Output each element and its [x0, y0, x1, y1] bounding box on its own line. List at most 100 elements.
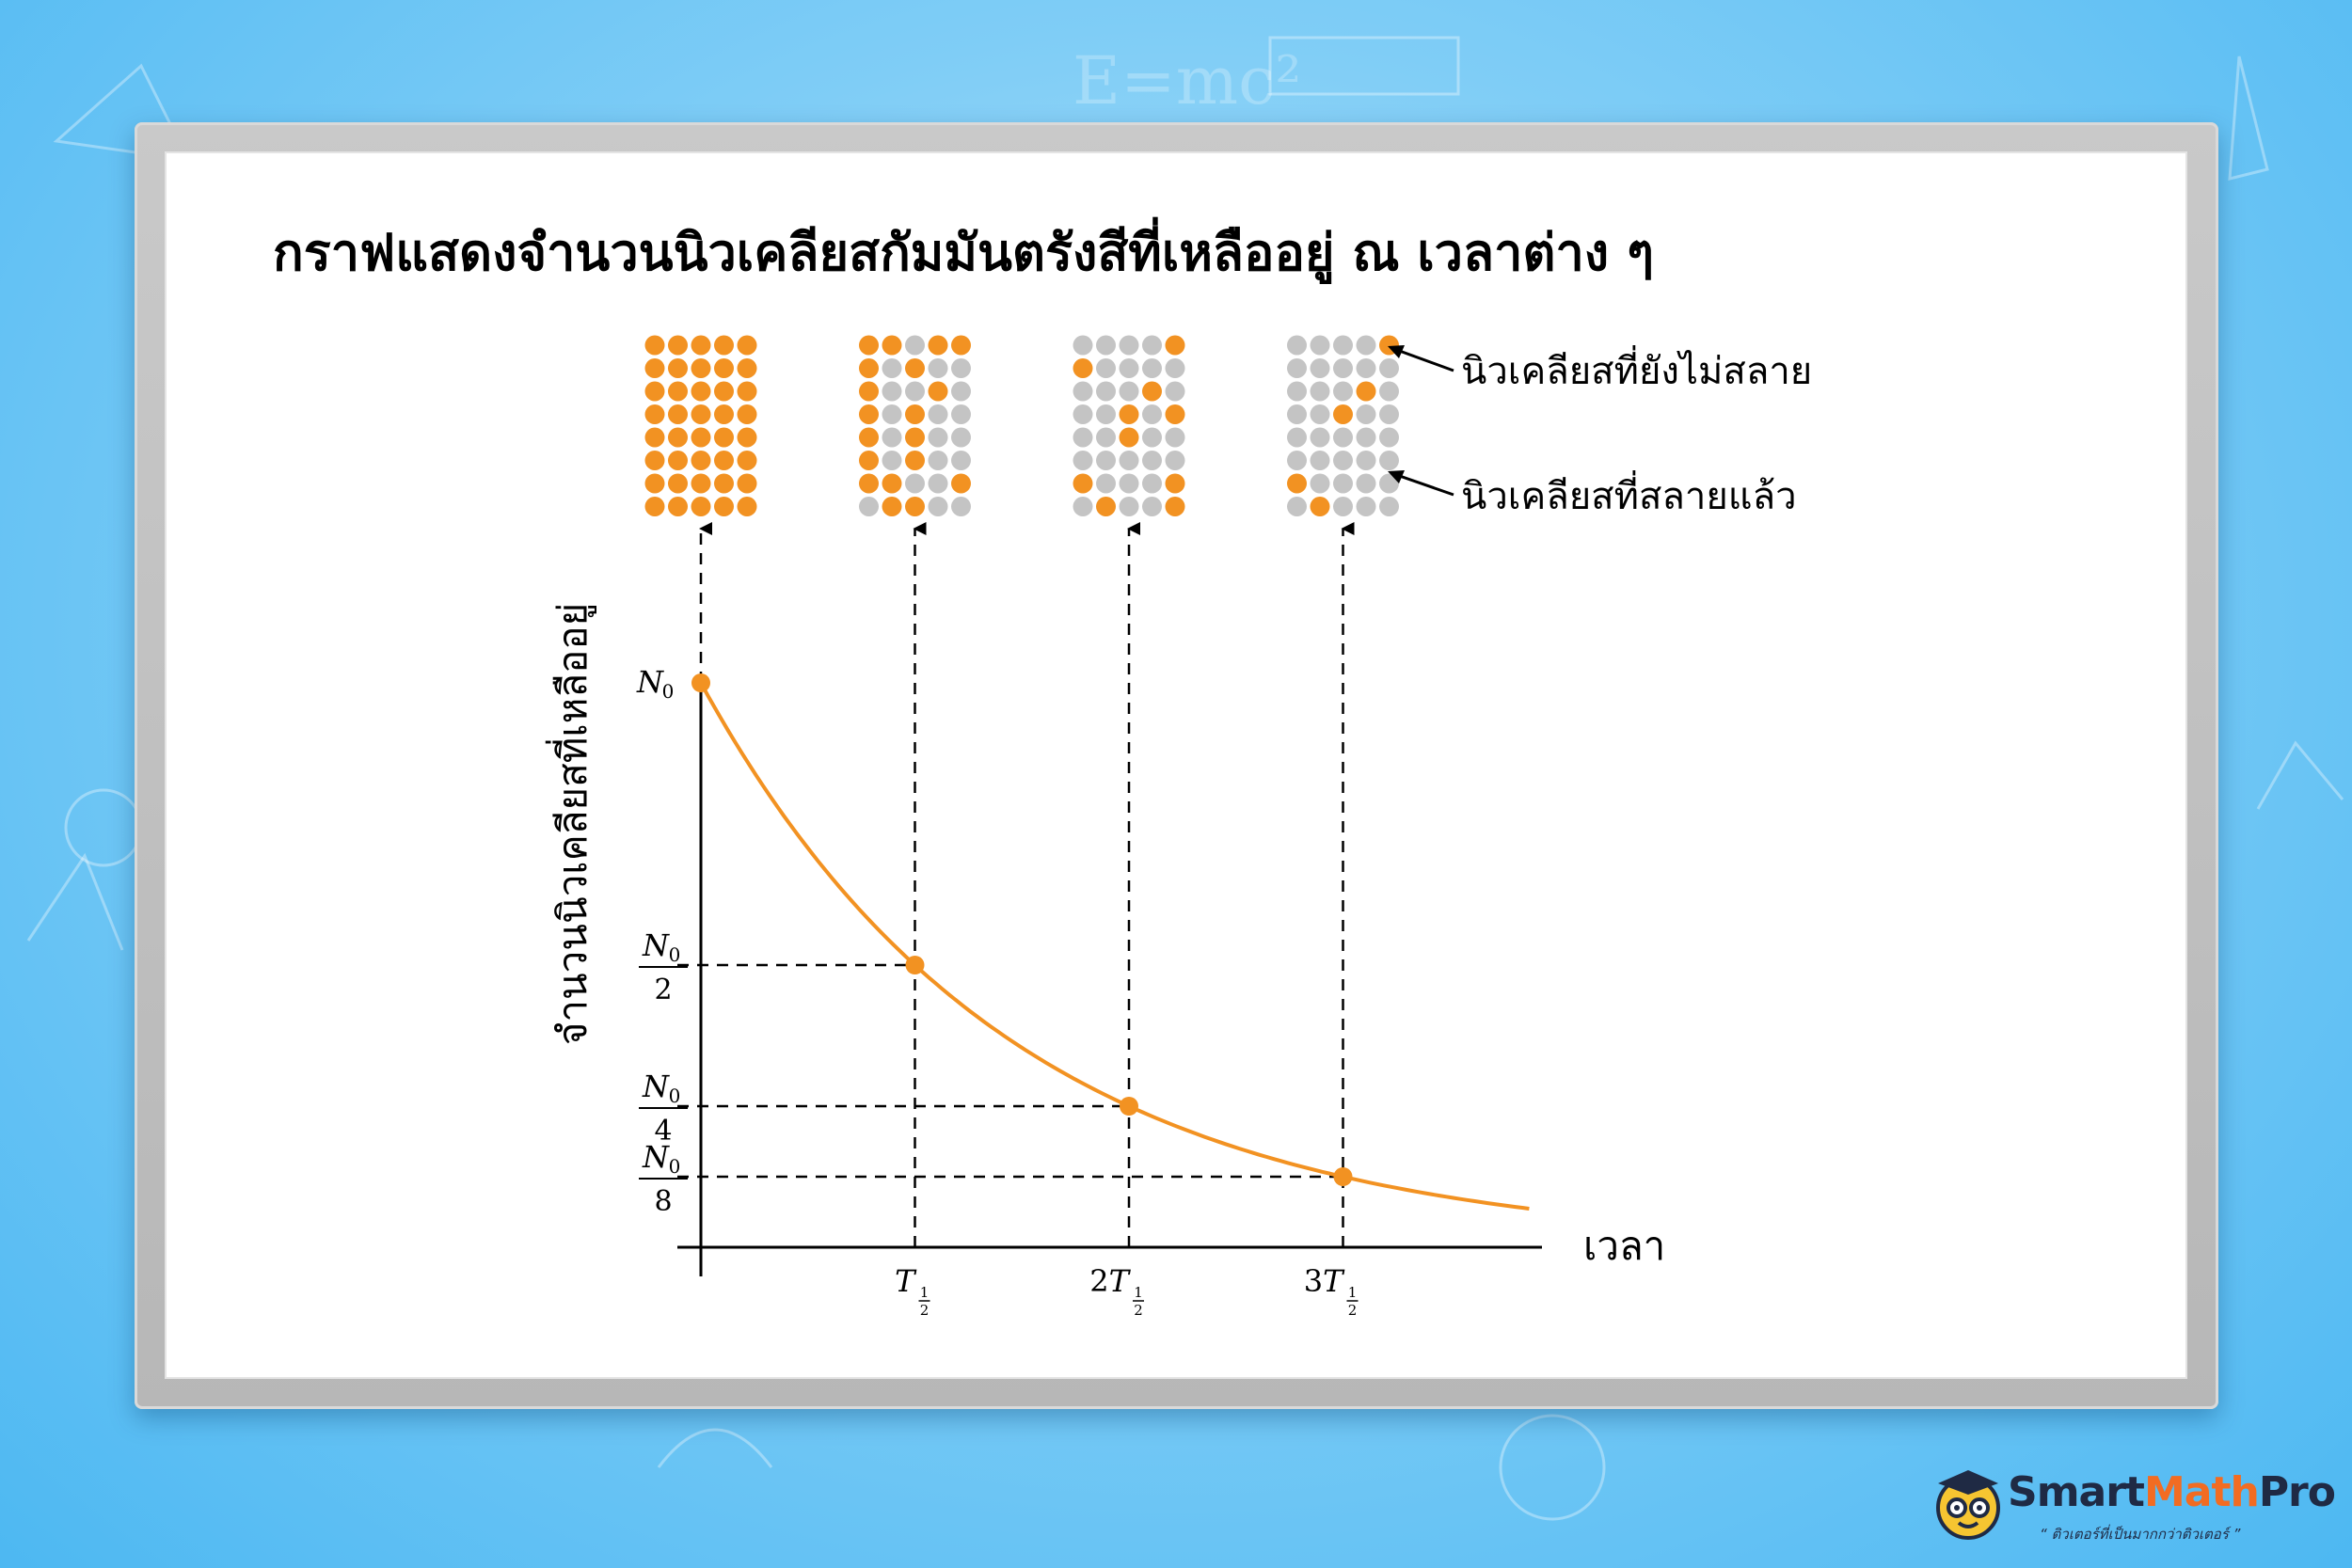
- decayed-nucleus-dot: [1356, 497, 1376, 516]
- decayed-nucleus-dot: [1356, 404, 1376, 424]
- y-tick-denominator: 8: [654, 1185, 672, 1218]
- undecayed-nucleus-dot: [951, 335, 971, 356]
- x-tick-label: T: [895, 1263, 917, 1299]
- decayed-nucleus-dot: [1310, 358, 1330, 378]
- legend-undecayed-arrowhead: [1388, 345, 1405, 358]
- decayed-nucleus-dot: [1333, 451, 1353, 470]
- dot-grid-3: [1287, 335, 1399, 516]
- decayed-nucleus-dot: [1096, 358, 1116, 378]
- data-points: [691, 673, 1353, 1186]
- decayed-nucleus-dot: [1333, 381, 1353, 402]
- decayed-nucleus-dot: [1165, 451, 1185, 470]
- y-tick-3: N 0 8: [639, 1139, 688, 1218]
- undecayed-nucleus-dot: [714, 404, 734, 424]
- undecayed-nucleus-dot: [714, 497, 734, 516]
- decayed-nucleus-dot: [882, 427, 902, 448]
- decayed-nucleus-dot: [905, 335, 925, 356]
- y-tick-numerator: N: [642, 927, 670, 963]
- undecayed-nucleus-dot: [1165, 497, 1185, 516]
- undecayed-nucleus-dot: [1073, 358, 1093, 378]
- undecayed-nucleus-dot: [859, 358, 879, 378]
- decayed-nucleus-dot: [1165, 427, 1185, 448]
- undecayed-nucleus-dot: [905, 358, 925, 378]
- decayed-nucleus-dot: [1142, 497, 1162, 516]
- x-tick-sub-numerator: 1: [1134, 1284, 1143, 1301]
- decayed-nucleus-dot: [1073, 381, 1093, 402]
- decayed-nucleus-dot: [1356, 335, 1376, 356]
- x-tick-2: 3T 12: [1304, 1263, 1359, 1319]
- undecayed-nucleus-dot: [714, 473, 734, 494]
- undecayed-nucleus-dot: [1096, 497, 1116, 516]
- decayed-nucleus-dot: [1310, 381, 1330, 402]
- undecayed-nucleus-dot: [644, 358, 665, 378]
- brand-logo: SmartMathPro “ ติวเตอร์ที่เป็นมากกว่าติว…: [1929, 1463, 2336, 1557]
- y-tick-2: N 0 4: [639, 1069, 688, 1148]
- decayed-nucleus-dot: [1073, 497, 1093, 516]
- undecayed-nucleus-dot: [1142, 381, 1162, 402]
- axes: [677, 683, 1542, 1276]
- undecayed-nucleus-dot: [644, 473, 665, 494]
- x-tick-sub-denominator: 2: [1348, 1302, 1358, 1319]
- decayed-nucleus-dot: [1096, 381, 1116, 402]
- decayed-nucleus-dot: [1165, 381, 1185, 402]
- undecayed-nucleus-dot: [691, 427, 711, 448]
- undecayed-nucleus-dot: [714, 358, 734, 378]
- undecayed-nucleus-dot: [1310, 497, 1330, 516]
- decayed-nucleus-dot: [1333, 358, 1353, 378]
- decayed-nucleus-dot: [1165, 358, 1185, 378]
- decayed-nucleus-dot: [1356, 427, 1376, 448]
- decayed-nucleus-dot: [1287, 427, 1307, 448]
- decayed-nucleus-dot: [1287, 497, 1307, 516]
- undecayed-nucleus-dot: [737, 358, 757, 378]
- undecayed-nucleus-dot: [714, 451, 734, 470]
- decayed-nucleus-dot: [1287, 404, 1307, 424]
- legend-decayed-label: นิวเคลียสที่สลายแล้ว: [1461, 470, 1797, 518]
- decayed-nucleus-dot: [1333, 427, 1353, 448]
- decayed-nucleus-dot: [882, 451, 902, 470]
- undecayed-nucleus-dot: [1073, 473, 1093, 494]
- dot-grid-0: [644, 335, 757, 516]
- undecayed-nucleus-dot: [644, 404, 665, 424]
- undecayed-nucleus-dot: [691, 404, 711, 424]
- decayed-nucleus-dot: [1073, 404, 1093, 424]
- decayed-nucleus-dot: [951, 497, 971, 516]
- decayed-nucleus-dot: [1356, 451, 1376, 470]
- decayed-nucleus-dot: [928, 473, 948, 494]
- dot-grid-1: [859, 335, 971, 516]
- decayed-nucleus-dot: [951, 427, 971, 448]
- undecayed-nucleus-dot: [644, 335, 665, 356]
- undecayed-nucleus-dot: [644, 427, 665, 448]
- decayed-nucleus-dot: [1073, 451, 1093, 470]
- undecayed-nucleus-dot: [1356, 381, 1376, 402]
- decayed-nucleus-dot: [1379, 427, 1399, 448]
- undecayed-nucleus-dot: [668, 381, 688, 402]
- decayed-nucleus-dot: [928, 451, 948, 470]
- decayed-nucleus-dot: [1073, 335, 1093, 356]
- decayed-nucleus-dot: [928, 358, 948, 378]
- brand-name: SmartMathPro: [2008, 1468, 2336, 1516]
- undecayed-nucleus-dot: [859, 404, 879, 424]
- decayed-nucleus-dot: [905, 381, 925, 402]
- y-tick-subscript: 0: [669, 1085, 681, 1107]
- decayed-nucleus-dot: [1119, 473, 1139, 494]
- decayed-nucleus-dot: [1096, 335, 1116, 356]
- decayed-nucleus-dot: [1142, 335, 1162, 356]
- undecayed-nucleus-dot: [1333, 404, 1353, 424]
- decayed-nucleus-dot: [1379, 497, 1399, 516]
- undecayed-nucleus-dot: [905, 497, 925, 516]
- undecayed-nucleus-dot: [737, 427, 757, 448]
- undecayed-nucleus-dot: [882, 497, 902, 516]
- decayed-nucleus-dot: [1287, 451, 1307, 470]
- x-tick-sub-denominator: 2: [1134, 1302, 1143, 1319]
- decayed-nucleus-dot: [1356, 358, 1376, 378]
- dot-grid-2: [1073, 335, 1185, 516]
- decayed-nucleus-dot: [1356, 473, 1376, 494]
- decayed-nucleus-dot: [1096, 451, 1116, 470]
- undecayed-nucleus-dot: [1119, 427, 1139, 448]
- undecayed-nucleus-dot: [905, 451, 925, 470]
- decayed-nucleus-dot: [1379, 451, 1399, 470]
- decayed-nucleus-dot: [1310, 473, 1330, 494]
- decayed-nucleus-dot: [1310, 404, 1330, 424]
